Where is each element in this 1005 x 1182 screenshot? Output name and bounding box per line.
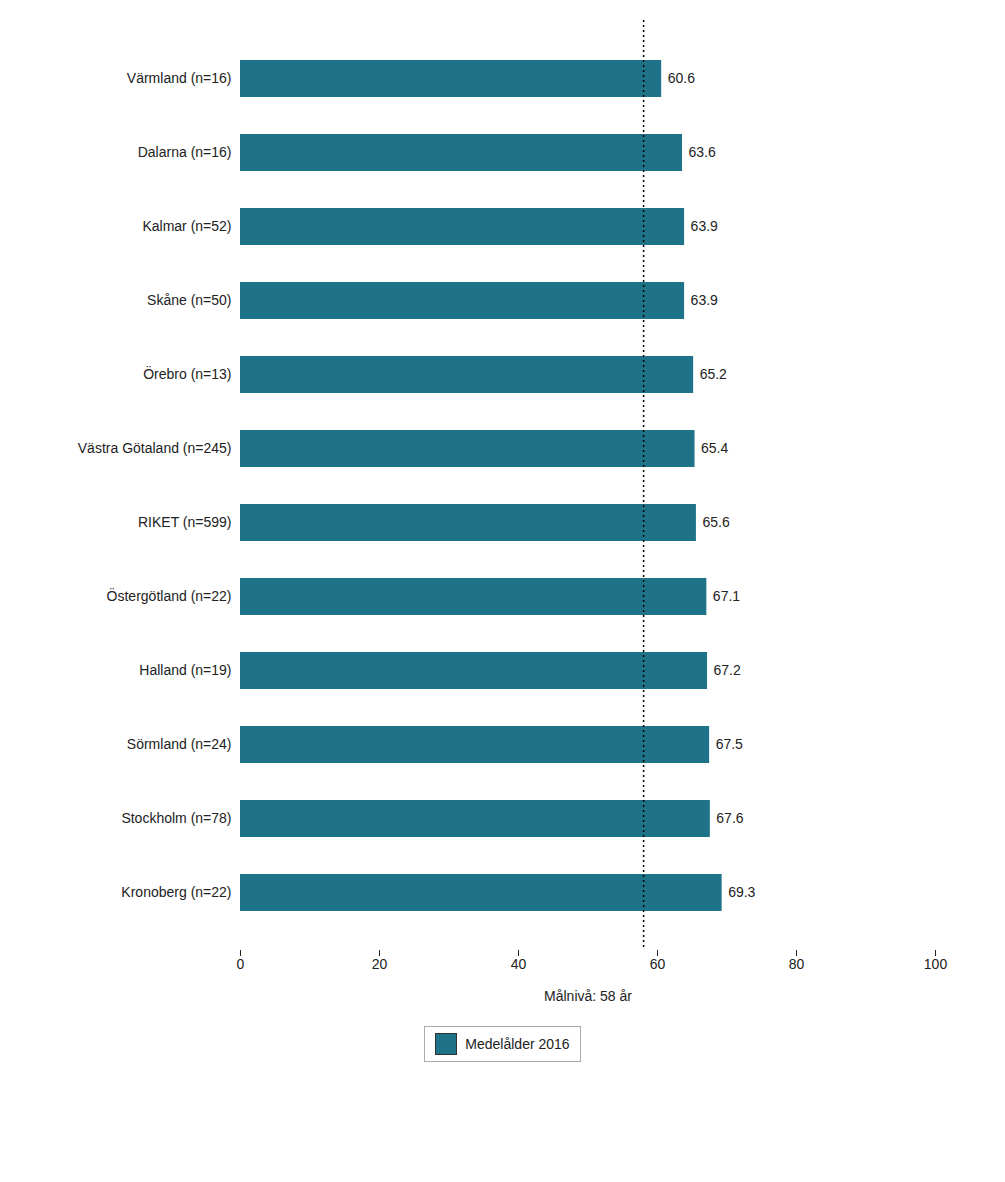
svg-text:Stockholm (n=78): Stockholm (n=78)	[121, 810, 231, 826]
svg-text:60: 60	[650, 956, 666, 972]
svg-text:Värmland (n=16): Värmland (n=16)	[127, 70, 232, 86]
svg-text:Skåne (n=50): Skåne (n=50)	[147, 292, 231, 308]
svg-text:Östergötland (n=22): Östergötland (n=22)	[107, 587, 232, 604]
svg-text:Örebro (n=13): Örebro (n=13)	[143, 365, 231, 382]
svg-text:63.6: 63.6	[689, 144, 716, 160]
svg-text:Kalmar (n=52): Kalmar (n=52)	[142, 218, 231, 234]
html-text:Medelålder 2016: Medelålder 2016	[465, 1036, 570, 1052]
svg-text:60.6: 60.6	[668, 70, 695, 86]
svg-text:65.4: 65.4	[701, 440, 728, 456]
svg-text:RIKET (n=599): RIKET (n=599)	[138, 514, 232, 530]
svg-text:20: 20	[372, 956, 388, 972]
svg-text:65.2: 65.2	[700, 366, 727, 382]
svg-text:Dalarna (n=16): Dalarna (n=16)	[138, 144, 232, 160]
svg-text:80: 80	[789, 956, 805, 972]
svg-text:Sörmland (n=24): Sörmland (n=24)	[127, 736, 232, 752]
svg-text:Målnivå: 58 år: Målnivå: 58 år	[544, 988, 632, 1004]
svg-text:63.9: 63.9	[691, 292, 718, 308]
svg-text:67.2: 67.2	[714, 662, 741, 678]
svg-text:Halland (n=19): Halland (n=19)	[139, 662, 231, 678]
svg-text:67.1: 67.1	[713, 588, 740, 604]
svg-text:0: 0	[237, 956, 245, 972]
svg-text:100: 100	[924, 956, 948, 972]
svg-text:Kronoberg (n=22): Kronoberg (n=22)	[121, 884, 231, 900]
svg-text:67.5: 67.5	[716, 736, 743, 752]
svg-text:63.9: 63.9	[691, 218, 718, 234]
svg-text:69.3: 69.3	[728, 884, 755, 900]
svg-text:65.6: 65.6	[702, 514, 729, 530]
svg-text:Västra Götaland (n=245): Västra Götaland (n=245)	[78, 440, 232, 456]
svg-text:67.6: 67.6	[716, 810, 743, 826]
svg-text:40: 40	[511, 956, 527, 972]
